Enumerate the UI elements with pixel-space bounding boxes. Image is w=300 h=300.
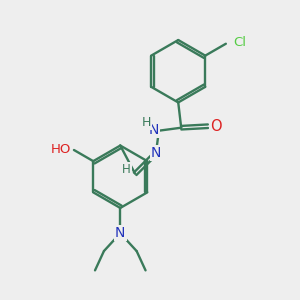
Text: Cl: Cl <box>233 36 246 49</box>
Text: H: H <box>141 116 151 130</box>
Text: O: O <box>210 119 221 134</box>
Text: N: N <box>148 123 159 137</box>
Text: N: N <box>151 146 161 160</box>
Text: N: N <box>115 226 125 240</box>
Text: HO: HO <box>51 142 71 156</box>
Text: H: H <box>122 163 130 176</box>
